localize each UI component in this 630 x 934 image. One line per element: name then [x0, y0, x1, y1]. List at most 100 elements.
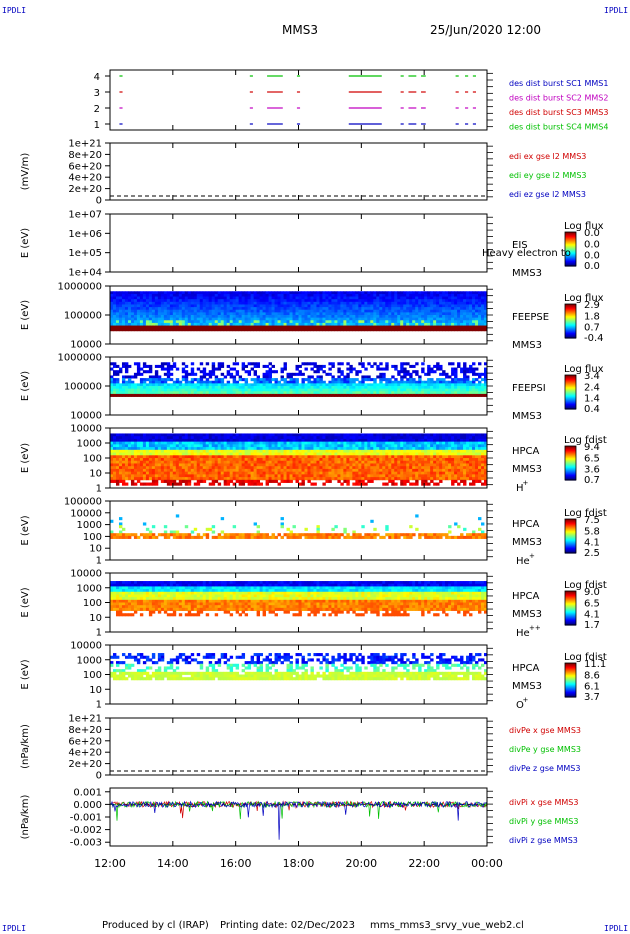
spectrogram-cell [394, 304, 398, 308]
spectrogram-cell [166, 372, 171, 376]
spectrogram-cell [187, 386, 192, 390]
spectrogram-cell [265, 452, 269, 456]
spectrogram-cell [232, 468, 237, 473]
colorbar-cell [565, 232, 576, 234]
spectrogram-cell [361, 362, 365, 366]
spectrogram-cell [247, 433, 252, 437]
spectrogram-cell [241, 391, 246, 395]
spectrogram-cell [313, 325, 317, 329]
spectrogram-cell [469, 388, 473, 392]
spectrogram-cell [439, 322, 443, 326]
spectrogram-cell [295, 304, 299, 308]
spectrogram-cell [280, 471, 284, 475]
spectrogram-cell [148, 301, 153, 305]
spectrogram-cell [118, 474, 123, 478]
spectrogram-cell [136, 460, 141, 464]
spectrogram-cell [286, 455, 290, 459]
spectrogram-cell [202, 438, 207, 443]
spectrogram-cell [121, 383, 126, 387]
spectrogram-cell [217, 307, 222, 311]
spectrogram-cell [166, 307, 171, 311]
spectrogram-cell [385, 307, 389, 311]
spectrogram-cell [349, 304, 353, 308]
spectrogram-cell [154, 383, 159, 387]
spectrogram-cell [313, 378, 317, 382]
spectrogram-cell [190, 460, 195, 464]
spectrogram-cell [139, 296, 144, 300]
spectrogram-cell [433, 307, 437, 311]
spectrogram-cell [130, 449, 135, 453]
spectrogram-cell [361, 447, 365, 451]
spectrogram-cell [367, 315, 371, 319]
spectrogram-cell [181, 370, 186, 374]
spectrogram-cell [110, 309, 114, 313]
spectrogram-cell [277, 455, 281, 459]
spectrogram-cell [343, 317, 347, 321]
spectrogram-cell [418, 320, 422, 324]
spectrogram-cell [409, 307, 413, 311]
spectrogram-cell [310, 441, 314, 445]
spectrogram-cell [199, 449, 204, 453]
spectrogram-cell [352, 296, 356, 300]
spectrogram-cell [457, 362, 461, 366]
spectrogram-cell [110, 436, 114, 440]
spectrogram-cell [133, 482, 138, 486]
spectrogram-cell [418, 325, 422, 329]
spectrogram-cell [418, 328, 422, 332]
spectrogram-cell [127, 449, 132, 453]
spectrogram-cell [385, 458, 389, 462]
spectrogram-cell [139, 320, 144, 324]
spectrogram-cell [175, 307, 180, 311]
spectrogram-cell [121, 378, 126, 382]
spectrogram-cell [349, 438, 353, 443]
spectrogram-cell [274, 380, 278, 384]
spectrogram-cell [304, 322, 308, 326]
spectrogram-cell [202, 299, 207, 303]
spectrogram-cell [484, 378, 488, 382]
spectrogram-cell [265, 372, 269, 376]
spectrogram-cell [172, 293, 177, 297]
spectrogram-cell [334, 293, 338, 297]
spectrogram-cell [367, 299, 371, 303]
spectrogram-cell [451, 317, 455, 321]
spectrogram-cell [448, 296, 452, 300]
spectrogram-cell [247, 293, 252, 297]
spectrogram-cell [229, 391, 234, 395]
spectrogram-cell [427, 367, 431, 371]
spectrogram-cell [364, 482, 368, 486]
spectrogram-cell [139, 438, 144, 443]
spectrogram-cell [145, 364, 150, 368]
spectrogram-cell [133, 309, 138, 313]
spectrogram-cell [397, 388, 401, 392]
spectrogram-cell [430, 367, 434, 371]
spectrogram-cell [214, 444, 219, 448]
spectrogram-cell [175, 296, 180, 300]
spectrogram-cell [364, 299, 368, 303]
spectrogram-cell [142, 370, 147, 374]
spectrogram-cell [271, 438, 275, 443]
spectrogram-cell [445, 372, 449, 376]
spectrogram-cell [220, 388, 225, 392]
spectrogram-cell [292, 322, 296, 326]
spectrogram-cell [199, 312, 204, 316]
spectrogram-cell [202, 307, 207, 311]
spectrogram-cell [391, 296, 395, 300]
spectrogram-cell [241, 301, 246, 305]
spectrogram-cell [481, 393, 485, 397]
spectrogram-cell [454, 307, 458, 311]
spectrogram-cell [265, 378, 269, 382]
spectrogram-cell [115, 441, 120, 445]
spectrogram-cell [334, 320, 338, 324]
spectrogram-cell [265, 312, 269, 316]
spectrogram-cell [124, 474, 129, 478]
spectrogram-cell [367, 301, 371, 305]
spectrogram-cell [205, 309, 210, 313]
spectrogram-cell [331, 322, 335, 326]
spectrogram-cell [310, 293, 314, 297]
spectrogram-cell [265, 325, 269, 329]
spectrogram-cell [235, 433, 240, 437]
spectrogram-cell [448, 325, 452, 329]
spectrogram-cell [268, 438, 272, 443]
spectrogram-cell [160, 293, 165, 297]
spectrogram-cell [208, 291, 213, 295]
